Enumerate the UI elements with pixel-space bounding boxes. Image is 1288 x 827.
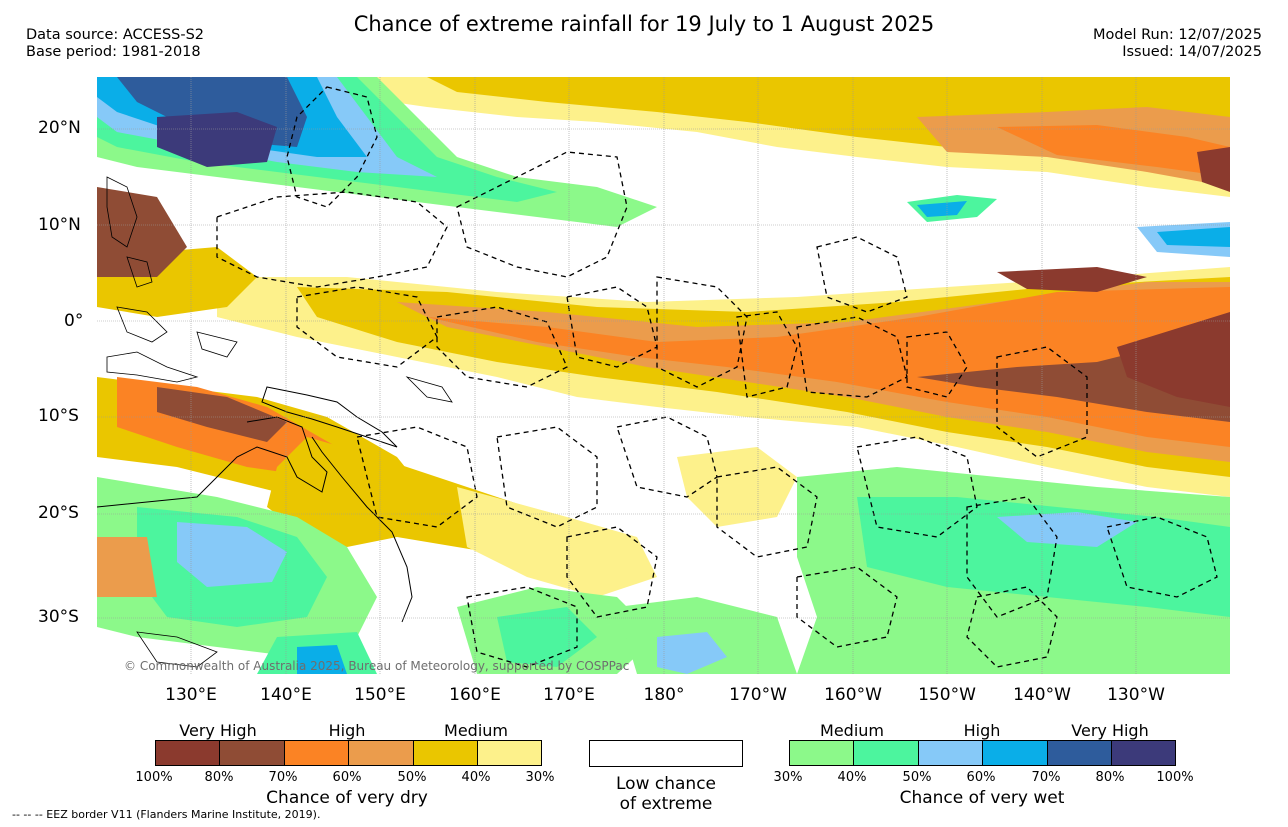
wet-pct: 100% bbox=[1156, 770, 1194, 785]
lon-label: 170°E bbox=[543, 685, 595, 705]
lat-label: 10°S bbox=[38, 406, 79, 426]
dry-swatch-0 bbox=[155, 740, 221, 766]
dry-category-medium: Medium bbox=[444, 721, 508, 740]
dry-swatch-3 bbox=[348, 740, 414, 766]
dry-pct: 70% bbox=[268, 770, 298, 785]
map-title: Chance of extreme rainfall for 19 July t… bbox=[353, 12, 935, 36]
wet-swatch-0 bbox=[789, 740, 855, 766]
dry-pct: 50% bbox=[397, 770, 427, 785]
low-chance-label-2: of extreme bbox=[619, 794, 713, 814]
dry-category-very-high: Very High bbox=[179, 721, 257, 740]
lon-label: 170°W bbox=[729, 685, 787, 705]
dry-pct: 40% bbox=[461, 770, 491, 785]
lat-label: 30°S bbox=[38, 607, 79, 627]
low-chance-swatch bbox=[589, 740, 743, 767]
wet-pct: 40% bbox=[837, 770, 867, 785]
rainfall-map bbox=[97, 77, 1230, 674]
wet-pct: 50% bbox=[902, 770, 932, 785]
wet-swatch-4 bbox=[1046, 740, 1112, 766]
lon-label: 130°W bbox=[1107, 685, 1165, 705]
lon-label: 180° bbox=[643, 685, 685, 705]
dry-legend-title: Chance of very dry bbox=[266, 788, 428, 808]
dry-pct: 80% bbox=[204, 770, 234, 785]
dry-pct: 100% bbox=[135, 770, 173, 785]
model-run: Model Run: 12/07/2025 bbox=[1092, 27, 1262, 43]
wet-swatch-5 bbox=[1111, 740, 1177, 766]
data-source: Data source: ACCESS-S2 bbox=[26, 27, 205, 43]
wet-swatch-2 bbox=[917, 740, 984, 766]
wet-pct: 80% bbox=[1095, 770, 1125, 785]
dry-swatch-5 bbox=[477, 740, 543, 766]
lat-label: 20°N bbox=[38, 118, 81, 138]
wet-swatch-1 bbox=[853, 740, 919, 766]
lon-label: 140°E bbox=[260, 685, 312, 705]
eez-note: -- -- -- EEZ border V11 (Flanders Marine… bbox=[12, 808, 321, 821]
wet-pct: 60% bbox=[966, 770, 996, 785]
dry-swatch-1 bbox=[219, 740, 285, 766]
wet-pct: 30% bbox=[773, 770, 803, 785]
lon-label: 150°W bbox=[918, 685, 976, 705]
lat-label: 0° bbox=[64, 311, 84, 331]
lon-label: 130°E bbox=[165, 685, 217, 705]
lat-label: 10°N bbox=[38, 215, 81, 235]
dry-category-high: High bbox=[328, 721, 366, 740]
wet-category-high: High bbox=[963, 721, 1001, 740]
wet-pct: 70% bbox=[1031, 770, 1061, 785]
copyright-note: © Commonwealth of Australia 2025, Bureau… bbox=[124, 659, 630, 673]
wet-category-very-high: Very High bbox=[1071, 721, 1149, 740]
dry-swatch-4 bbox=[412, 740, 478, 766]
issued-date: Issued: 14/07/2025 bbox=[1122, 44, 1262, 60]
lon-label: 140°W bbox=[1013, 685, 1071, 705]
dry-pct: 30% bbox=[525, 770, 555, 785]
dry-pct: 60% bbox=[332, 770, 362, 785]
lon-label: 150°E bbox=[354, 685, 406, 705]
lon-label: 160°E bbox=[449, 685, 501, 705]
dry-swatch-2 bbox=[283, 740, 350, 766]
low-chance-label: Low chance bbox=[616, 774, 716, 794]
wet-legend-title: Chance of very wet bbox=[899, 788, 1065, 808]
wet-swatch-3 bbox=[982, 740, 1048, 766]
lon-label: 160°W bbox=[824, 685, 882, 705]
wet-category-medium: Medium bbox=[820, 721, 884, 740]
lat-label: 20°S bbox=[38, 503, 79, 523]
base-period: Base period: 1981-2018 bbox=[26, 44, 201, 60]
